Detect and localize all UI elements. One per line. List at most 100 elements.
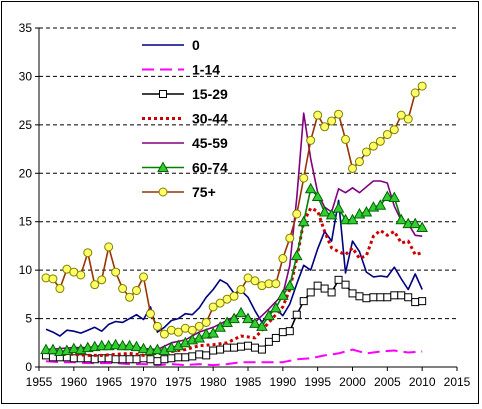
data-point: [410, 88, 420, 98]
data-point: [362, 294, 371, 303]
x-tick-label: 1985: [235, 375, 262, 389]
x-tick-label: 1955: [26, 375, 53, 389]
data-point: [361, 147, 371, 157]
data-point: [207, 327, 220, 338]
data-point: [334, 275, 343, 284]
data-point: [271, 279, 281, 289]
data-point: [215, 298, 225, 308]
data-point: [320, 284, 329, 293]
x-tick-label: 2010: [409, 375, 436, 389]
data-point: [327, 288, 336, 297]
legend-label: 15-29: [192, 86, 228, 102]
data-point: [270, 301, 282, 313]
data-point: [40, 343, 52, 355]
series-15-29: [41, 275, 427, 366]
data-point: [409, 217, 422, 229]
x-tick-label: 1995: [304, 375, 331, 389]
data-point: [395, 213, 408, 225]
data-point: [235, 306, 247, 318]
axes: 0 5 10 15 20 25 30 35 1955 1960 1965 1970 1975 1980 19…: [19, 21, 471, 389]
x-tick-label: 1970: [130, 375, 157, 389]
y-tick-label: 20: [19, 166, 33, 180]
data-point: [304, 182, 317, 194]
data-point: [159, 90, 167, 98]
data-point: [137, 342, 150, 354]
data-point: [311, 190, 324, 202]
data-point: [244, 341, 252, 350]
data-point: [187, 325, 197, 335]
data-point: [195, 350, 204, 359]
data-point: [290, 249, 303, 261]
data-point: [250, 343, 259, 352]
y-tick-label: 35: [19, 21, 33, 35]
data-point: [418, 297, 427, 306]
data-point: [130, 340, 143, 352]
data-point: [173, 327, 183, 337]
data-point: [341, 134, 351, 144]
data-point: [297, 215, 310, 227]
data-point: [201, 317, 211, 327]
data-point: [159, 329, 169, 339]
data-point: [354, 157, 364, 167]
data-point: [318, 205, 331, 217]
data-point: [188, 352, 197, 361]
data-point: [278, 328, 287, 337]
data-point: [146, 355, 155, 364]
y-tick-label: 0: [25, 360, 32, 374]
x-tick-label: 1960: [60, 375, 87, 389]
data-point: [313, 110, 323, 120]
data-point: [327, 116, 337, 126]
data-point: [299, 173, 309, 183]
legend: 0 1-14 15-29 30-44 45-59 60-74 75+: [142, 37, 228, 200]
data-point: [132, 285, 142, 295]
data-point: [167, 354, 176, 363]
y-tick-label: 10: [19, 263, 33, 277]
y-tick-label: 25: [19, 118, 33, 132]
data-point: [123, 339, 136, 351]
data-point: [67, 342, 80, 354]
data-point: [306, 288, 315, 297]
data-point: [403, 114, 413, 124]
data-point: [216, 345, 225, 354]
data-point: [249, 317, 261, 328]
data-point: [76, 270, 86, 280]
y-tick-label: 15: [19, 215, 33, 229]
data-point: [139, 272, 148, 282]
data-point: [208, 302, 218, 312]
series-75+: [41, 81, 427, 339]
data-point: [145, 309, 155, 319]
x-tick-label: 1990: [269, 375, 296, 389]
data-point: [111, 355, 120, 364]
data-point: [299, 297, 308, 306]
data-point: [237, 342, 246, 351]
data-point: [157, 161, 169, 172]
legend-label: 0: [192, 37, 200, 53]
data-point: [389, 125, 399, 135]
data-point: [97, 275, 107, 285]
data-point: [417, 81, 427, 91]
data-point: [396, 110, 406, 120]
data-point: [278, 254, 288, 264]
data-point: [228, 312, 240, 324]
data-point: [292, 310, 301, 319]
y-tick-label: 30: [19, 69, 33, 83]
data-point: [48, 274, 58, 284]
data-point: [276, 289, 289, 300]
data-point: [230, 343, 239, 352]
data-point: [411, 298, 420, 307]
series-1-14: [45, 348, 423, 367]
x-tick-label: 2015: [444, 375, 471, 389]
data-point: [374, 199, 387, 210]
data-point: [382, 130, 392, 140]
data-point: [390, 291, 399, 300]
data-point: [194, 321, 204, 331]
data-point: [271, 333, 280, 342]
data-point: [397, 291, 406, 300]
data-point: [369, 293, 378, 302]
data-point: [285, 327, 294, 336]
data-point: [242, 312, 254, 324]
x-tick-label: 2000: [339, 375, 366, 389]
data-point: [132, 355, 141, 364]
data-point: [118, 284, 128, 294]
